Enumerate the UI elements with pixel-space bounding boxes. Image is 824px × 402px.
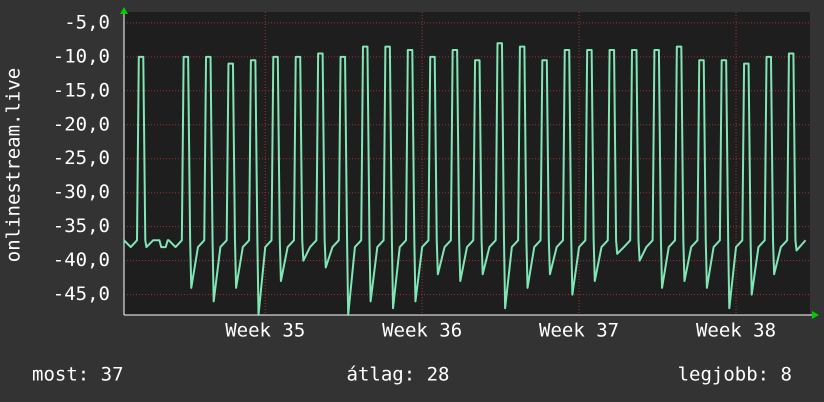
y-tick-label: -40,0 [53, 249, 110, 271]
data-line [123, 42, 807, 316]
x-tick-label: Week 38 [696, 320, 776, 342]
y-tick-label: -20,0 [53, 113, 110, 135]
y-tick-label: -30,0 [53, 181, 110, 203]
y-tick-label: -25,0 [53, 147, 110, 169]
y-tick-label: -10,0 [53, 45, 110, 67]
y-axis-arrow [120, 7, 128, 14]
y-tick-label: -5,0 [64, 11, 110, 33]
x-tick-label: Week 37 [539, 320, 619, 342]
footer-average: átlag: 28 [347, 364, 450, 386]
y-tick-label: -35,0 [53, 215, 110, 237]
y-tick-label: -15,0 [53, 79, 110, 101]
y-axis-label: onlinestream.live [3, 68, 25, 262]
footer-best: legjobb: 8 [678, 364, 792, 386]
y-tick-label: -45,0 [53, 283, 110, 305]
x-tick-label: Week 36 [382, 320, 462, 342]
x-tick-label: Week 35 [225, 320, 305, 342]
x-axis-arrow [812, 311, 819, 319]
plot-area [124, 12, 810, 315]
footer-current: most: 37 [32, 364, 124, 386]
